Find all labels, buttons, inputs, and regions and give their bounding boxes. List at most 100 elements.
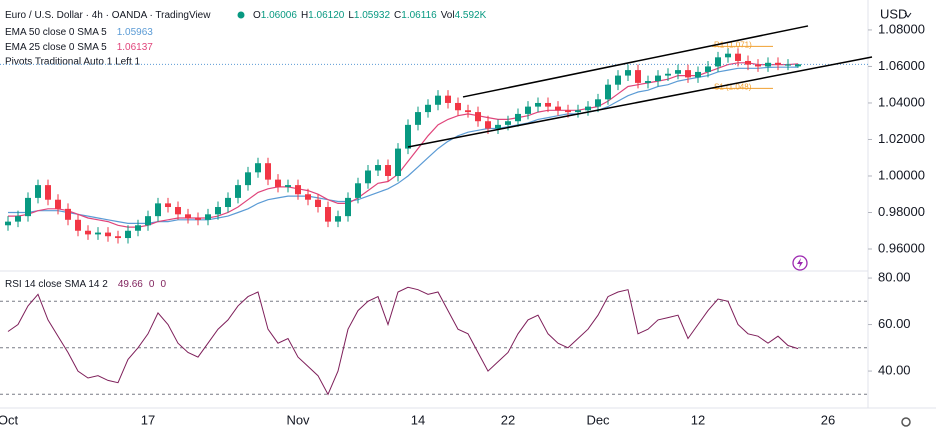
candle-body <box>55 199 61 209</box>
settings-icon[interactable] <box>901 417 911 427</box>
pivot-label: S1 (1.048) <box>714 82 752 91</box>
candle-body <box>85 230 91 235</box>
x-tick-label: 12 <box>691 412 705 427</box>
candle-body <box>305 194 311 200</box>
y-tick-label: 40.00 <box>878 362 911 377</box>
candle-body <box>585 106 591 111</box>
indicator-value: 1.06137 <box>117 42 154 53</box>
y-tick-label: 60.00 <box>878 316 911 331</box>
y-tick-label: 80.00 <box>878 269 911 284</box>
candle-body <box>635 70 641 83</box>
candle-body <box>715 57 721 67</box>
candle-body <box>285 185 291 187</box>
candle-body <box>485 121 491 129</box>
ohlc-value: 1.06116 <box>401 10 437 21</box>
candle-body <box>215 207 221 215</box>
candle-body <box>25 197 31 217</box>
rsi-value: 49.66 <box>118 279 143 290</box>
ohlc-key: Vol <box>441 10 455 21</box>
candle-body <box>125 230 131 239</box>
candle-body <box>365 170 371 184</box>
candle-body <box>425 104 431 113</box>
alert-bolt <box>797 258 803 268</box>
candle-body <box>535 102 541 107</box>
candle-body <box>555 106 561 111</box>
candle-body <box>495 124 501 129</box>
ohlc-value: 1.06120 <box>308 10 345 21</box>
candle-body <box>15 216 21 222</box>
y-tick-label: 1.06000 <box>878 58 925 73</box>
x-tick-label: 14 <box>411 412 425 427</box>
y-tick-label: 0.96000 <box>878 240 925 255</box>
ohlc-key: C <box>394 10 401 21</box>
candle-body <box>795 64 801 67</box>
candle-body <box>785 64 791 66</box>
rsi-title: RSI 14 close SMA 14 2 <box>5 279 108 290</box>
trendline <box>462 25 809 98</box>
currency: USD <box>880 6 907 21</box>
indicator-name: EMA 25 close 0 SMA 5 <box>5 42 107 53</box>
x-tick-label: Nov <box>286 412 310 427</box>
candle-body <box>345 197 351 217</box>
y-tick-label: 1.00000 <box>878 167 925 182</box>
y-tick-label: 1.04000 <box>878 94 925 109</box>
header: Euro / U.S. Dollar · 4h · OANDA · Tradin… <box>5 10 211 21</box>
candle-body <box>685 70 691 78</box>
candle-body <box>205 214 211 220</box>
candle-body <box>225 197 231 208</box>
candle-body <box>455 102 461 111</box>
candle-body <box>725 53 731 58</box>
candle-body <box>625 70 631 76</box>
candle-body <box>385 165 391 176</box>
x-tick-label: Dec <box>586 412 610 427</box>
candle-body <box>415 112 421 125</box>
candle-body <box>525 106 531 114</box>
x-tick-label: 26 <box>821 412 835 427</box>
candle-body <box>695 71 701 78</box>
x-tick-label: 22 <box>501 412 515 427</box>
candle-body <box>565 110 571 113</box>
candle-body <box>645 81 651 83</box>
pivots-legend: Pivots Traditional Auto 1 Left 1 <box>5 57 141 68</box>
candle-body <box>75 219 81 231</box>
candle-body <box>765 62 771 67</box>
candle-body <box>35 185 41 198</box>
candle-body <box>165 203 171 208</box>
candle-body <box>135 225 141 231</box>
x-tick-label: 17 <box>141 412 155 427</box>
candle-body <box>395 148 401 176</box>
candle-body <box>65 208 71 220</box>
y-tick-label: 0.98000 <box>878 204 925 219</box>
candle-body <box>615 75 621 85</box>
alert-icon[interactable] <box>792 255 808 271</box>
candle-body <box>115 236 121 239</box>
pivot-label: R1 (1.071) <box>714 40 752 49</box>
candle-body <box>295 185 301 195</box>
ohlc-key: L <box>348 10 354 21</box>
candle-body <box>255 163 261 173</box>
candle-body <box>105 232 111 237</box>
candle-body <box>185 214 191 218</box>
ohlc-value: 4.592K <box>455 10 487 21</box>
candle-body <box>505 121 511 125</box>
candle-body <box>235 185 241 198</box>
candle-body <box>445 95 451 103</box>
rsi-value: 0 <box>149 279 155 290</box>
candle-body <box>155 203 161 217</box>
rsi-line <box>7 286 799 396</box>
candle-body <box>595 99 601 107</box>
indicator-legend: EMA 50 close 0 SMA 5 1.05963 <box>5 27 153 38</box>
candle-body <box>355 183 361 198</box>
candle-body <box>265 163 271 180</box>
candle-body <box>195 217 201 220</box>
y-tick-label: 1.02000 <box>878 131 925 146</box>
candle-body <box>375 165 381 171</box>
indicator-legend: EMA 25 close 0 SMA 5 1.06137 <box>5 42 153 53</box>
candle-body <box>465 110 471 113</box>
indicator-name: EMA 50 close 0 SMA 5 <box>5 27 107 38</box>
indicator-line <box>8 66 799 224</box>
ohlc-value: 1.05932 <box>354 10 391 21</box>
candle-body <box>335 216 341 222</box>
rsi-value: 0 <box>160 279 166 290</box>
candle-body <box>735 53 741 61</box>
